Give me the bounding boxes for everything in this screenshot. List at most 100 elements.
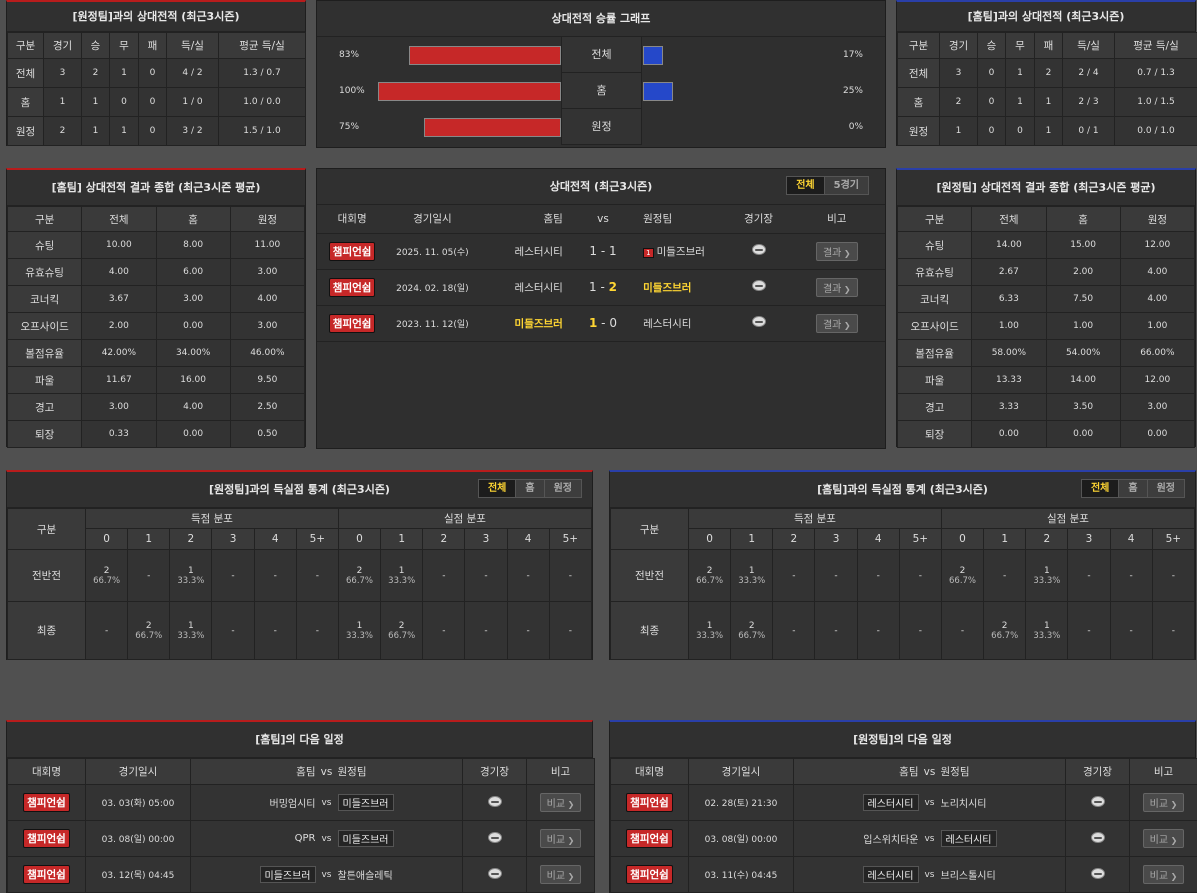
table-row: 유효슈팅 4.00 6.00 3.00 [6, 258, 306, 286]
stat-cell: 14.00 [971, 231, 1047, 259]
bucket-header: 4 [1109, 528, 1153, 550]
chevron-right-icon: ❯ [1168, 836, 1178, 845]
league-badge[interactable]: 챔피언쉽 [626, 793, 673, 812]
away-team[interactable]: 찰튼애슬레틱 [337, 856, 463, 893]
stat-cell: 16.00 [155, 366, 231, 394]
tab-all[interactable]: 전체 [478, 480, 516, 497]
h2h-matches-title: 상대전적 (최근3시즌) 전체 5경기 [317, 169, 885, 205]
home-team[interactable]: 입스위치타운 [793, 820, 919, 857]
table-row: 볼점유율 58.00% 54.00% 66.00% [896, 339, 1196, 367]
compare-button[interactable]: 비교 ❯ [1142, 829, 1185, 848]
home-team[interactable]: 레스터시티 [793, 784, 919, 821]
home-summary-table: 구분 전체 홈 원정 슈팅 10.00 8.00 11.00 유효슈팅 4.00 6.00 3.00 코… [6, 206, 306, 448]
away-team[interactable]: 레스터시티 [940, 820, 1066, 857]
away-team[interactable]: 미들즈브러 [337, 820, 463, 857]
home-team[interactable]: 미들즈브러 [477, 304, 563, 342]
tab-home[interactable]: 홈 [1118, 480, 1146, 497]
stat-cell: 15.00 [1045, 231, 1121, 259]
count-value: - [442, 570, 446, 581]
away-team[interactable]: 미들즈브러 [337, 784, 463, 821]
home-team[interactable]: 레스터시티 [793, 856, 919, 893]
column-header: 경기 [43, 32, 82, 59]
away-team[interactable]: 레스터시티 [643, 304, 729, 342]
bucket-header: 2 [1025, 528, 1069, 550]
stat-cell: 0 / 1 [1062, 116, 1115, 146]
stat-cell: 3.00 [155, 285, 231, 313]
league-badge[interactable]: 챔피언쉽 [626, 829, 673, 848]
row-label: 코너킥 [6, 285, 83, 313]
home-team[interactable]: 레스터시티 [477, 232, 563, 270]
home-team[interactable]: 레스터시티 [477, 268, 563, 306]
column-header: 홈 [1045, 206, 1121, 232]
stadium-icon[interactable] [487, 795, 502, 807]
tab-away[interactable]: 원정 [1146, 480, 1184, 497]
tab-away[interactable]: 원정 [543, 480, 581, 497]
bucket-header: 2 [422, 528, 466, 550]
date-cell: 2025. 11. 05(수) [387, 232, 478, 270]
stat-cell: 0 [138, 58, 167, 88]
percent-value: 33.3% [1033, 575, 1061, 586]
bucket-header: 4 [856, 528, 900, 550]
count-value: 1 [748, 565, 755, 576]
compare-button[interactable]: 비교 ❯ [539, 865, 582, 884]
away-team-name: 찰튼애슬레틱 [337, 871, 393, 882]
percent-value: 66.7% [346, 575, 374, 586]
vs-label: vs [918, 856, 941, 893]
stadium-icon[interactable] [751, 316, 766, 327]
result-button[interactable]: 결과 ❯ [815, 241, 858, 261]
stadium-icon[interactable] [1090, 795, 1105, 807]
column-header-home: 홈팀 [477, 205, 563, 233]
home-team[interactable]: 버밍엄시티 [190, 784, 316, 821]
result-button[interactable]: 결과 ❯ [815, 277, 858, 297]
win-graph-title: 상대전적 승률 그래프 [317, 1, 885, 37]
tab-home[interactable]: 홈 [515, 480, 543, 497]
away-team[interactable]: 노리치시티 [940, 784, 1066, 821]
compare-button[interactable]: 비교 ❯ [539, 793, 582, 812]
home-team[interactable]: 미들즈브러 [190, 856, 316, 893]
stadium-icon[interactable] [751, 244, 766, 255]
stadium-icon[interactable] [751, 280, 766, 291]
stadium-icon[interactable] [487, 867, 502, 879]
column-header-venue: 경기장 [1065, 758, 1130, 785]
column-header: 승 [977, 32, 1006, 59]
league-badge[interactable]: 챔피언쉽 [23, 865, 70, 884]
home-next-panel: [홈팀]의 다음 일정 대회명 경기일시 홈팀 vs 원정팀 경기장 비고 챔피언쉽 03. 0… [6, 720, 595, 893]
stadium-icon[interactable] [487, 831, 502, 843]
note-cell: 비교 ❯ [1129, 820, 1197, 857]
percent-value: 66.7% [738, 630, 766, 641]
distribution-cell: 2 66.7% [983, 601, 1027, 660]
stadium-icon[interactable] [1090, 867, 1105, 879]
league-badge[interactable]: 챔피언쉽 [626, 865, 673, 884]
league-badge[interactable]: 챔피언쉽 [328, 241, 376, 261]
stadium-icon[interactable] [1090, 831, 1105, 843]
away-team[interactable]: 1 미들즈브러 [643, 232, 729, 270]
tab-all[interactable]: 전체 [1081, 480, 1119, 497]
distribution-cell: - [211, 549, 255, 602]
count-value: - [876, 625, 880, 636]
league-badge[interactable]: 챔피언쉽 [23, 793, 70, 812]
tab-5games[interactable]: 5경기 [823, 177, 868, 194]
graph-row: 75% 원정 0% [317, 109, 885, 145]
stat-cell: 14.00 [1045, 366, 1121, 394]
table-row: 최종 1 33.3% 2 66.7% - - - - -2 66.7% 1 33.3% - - - [610, 601, 1196, 660]
count-value: - [1003, 570, 1007, 581]
result-button[interactable]: 결과 ❯ [815, 313, 858, 333]
stat-cell: 6.33 [971, 285, 1047, 313]
compare-button[interactable]: 비교 ❯ [539, 829, 582, 848]
league-badge[interactable]: 챔피언쉽 [328, 313, 376, 333]
table-row: 경고 3.33 3.50 3.00 [896, 393, 1196, 421]
column-header: 무 [1005, 32, 1035, 59]
tab-all[interactable]: 전체 [787, 177, 824, 194]
league-badge[interactable]: 챔피언쉽 [328, 277, 376, 297]
vs-label: vs [315, 820, 338, 857]
compare-button-label: 비교 [1149, 799, 1169, 810]
home-team[interactable]: QPR [190, 820, 316, 857]
stat-cell: 3.00 [81, 393, 157, 421]
league-badge[interactable]: 챔피언쉽 [23, 829, 70, 848]
away-team[interactable]: 미들즈브러 [643, 268, 729, 306]
compare-button[interactable]: 비교 ❯ [1142, 793, 1185, 812]
compare-button[interactable]: 비교 ❯ [1142, 865, 1185, 884]
stat-cell: 0.33 [81, 420, 157, 448]
away-team[interactable]: 브리스톨시티 [940, 856, 1066, 893]
home-h2h-title: [홈팀]과의 상대전적 (최근3시즌) [897, 2, 1195, 32]
